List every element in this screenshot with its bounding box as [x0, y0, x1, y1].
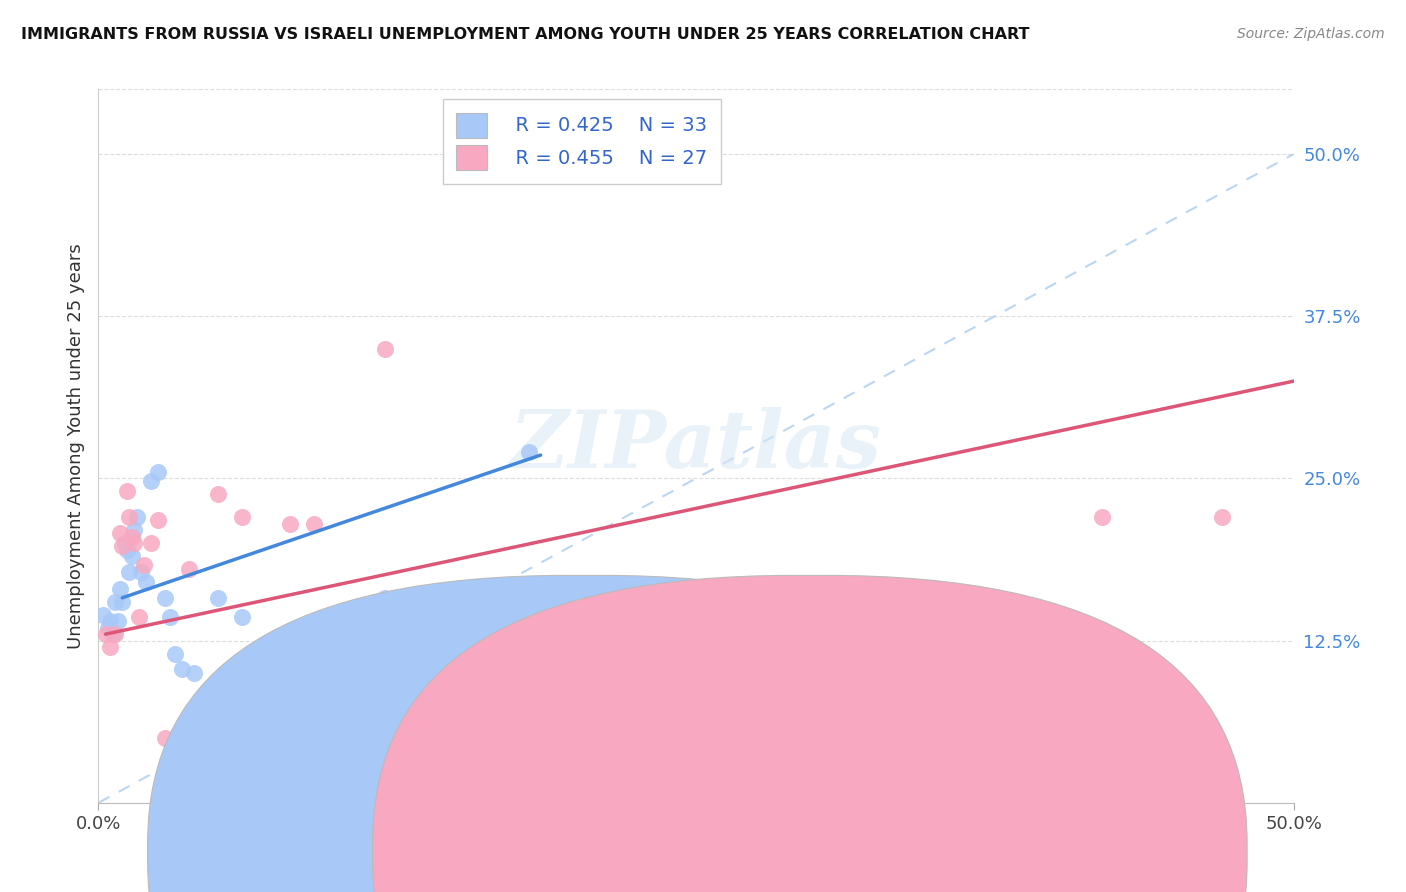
Point	[155, 591, 177, 605]
Point	[108, 525, 131, 540]
Point	[374, 342, 396, 356]
Point	[155, 731, 177, 745]
Point	[1091, 510, 1114, 524]
Legend:   R = 0.425    N = 33,   R = 0.455    N = 27: R = 0.425 N = 33, R = 0.455 N = 27	[443, 99, 721, 184]
Text: ZIPatlas: ZIPatlas	[510, 408, 882, 484]
Point	[98, 640, 122, 654]
Point	[115, 542, 138, 557]
Point	[470, 591, 492, 605]
Point	[132, 558, 155, 573]
Point	[172, 756, 194, 771]
Text: Immigrants from Russia: Immigrants from Russia	[619, 843, 834, 861]
Point	[114, 536, 136, 550]
Point	[121, 530, 143, 544]
Point	[124, 524, 146, 538]
Point	[148, 465, 170, 479]
Point	[91, 607, 114, 622]
Point	[1211, 510, 1233, 524]
Point	[207, 487, 229, 501]
Point	[107, 614, 129, 628]
Point	[254, 656, 277, 670]
Point	[139, 536, 162, 550]
Point	[97, 621, 120, 635]
Y-axis label: Unemployment Among Youth under 25 years: Unemployment Among Youth under 25 years	[66, 244, 84, 648]
Point	[302, 649, 325, 664]
Point	[517, 445, 540, 459]
Point	[159, 610, 181, 624]
Point	[94, 627, 117, 641]
Text: Israelis: Israelis	[844, 843, 908, 861]
Point	[111, 595, 134, 609]
Point	[207, 591, 229, 605]
Point	[422, 591, 444, 605]
Point	[326, 610, 349, 624]
Point	[115, 484, 138, 499]
Point	[98, 614, 122, 628]
Point	[131, 565, 153, 579]
Text: IMMIGRANTS FROM RUSSIA VS ISRAELI UNEMPLOYMENT AMONG YOUTH UNDER 25 YEARS CORREL: IMMIGRANTS FROM RUSSIA VS ISRAELI UNEMPL…	[21, 27, 1029, 42]
Point	[111, 539, 134, 553]
Point	[243, 739, 266, 754]
Text: Source: ZipAtlas.com: Source: ZipAtlas.com	[1237, 27, 1385, 41]
Point	[139, 474, 162, 488]
Point	[104, 627, 127, 641]
Point	[231, 510, 253, 524]
Point	[172, 662, 194, 676]
Point	[118, 565, 141, 579]
Point	[121, 549, 143, 564]
Point	[104, 595, 127, 609]
Point	[125, 510, 148, 524]
Point	[148, 513, 170, 527]
Point	[267, 724, 290, 739]
Point	[101, 627, 124, 641]
Point	[374, 591, 396, 605]
Point	[302, 516, 325, 531]
Point	[278, 516, 301, 531]
Point	[446, 121, 468, 136]
Point	[183, 666, 205, 681]
Point	[179, 562, 201, 576]
Point	[135, 575, 157, 590]
Point	[163, 647, 186, 661]
Point	[108, 582, 131, 596]
Point	[118, 510, 141, 524]
Point	[128, 610, 150, 624]
Point	[278, 668, 301, 682]
Point	[231, 610, 253, 624]
Point	[124, 536, 146, 550]
